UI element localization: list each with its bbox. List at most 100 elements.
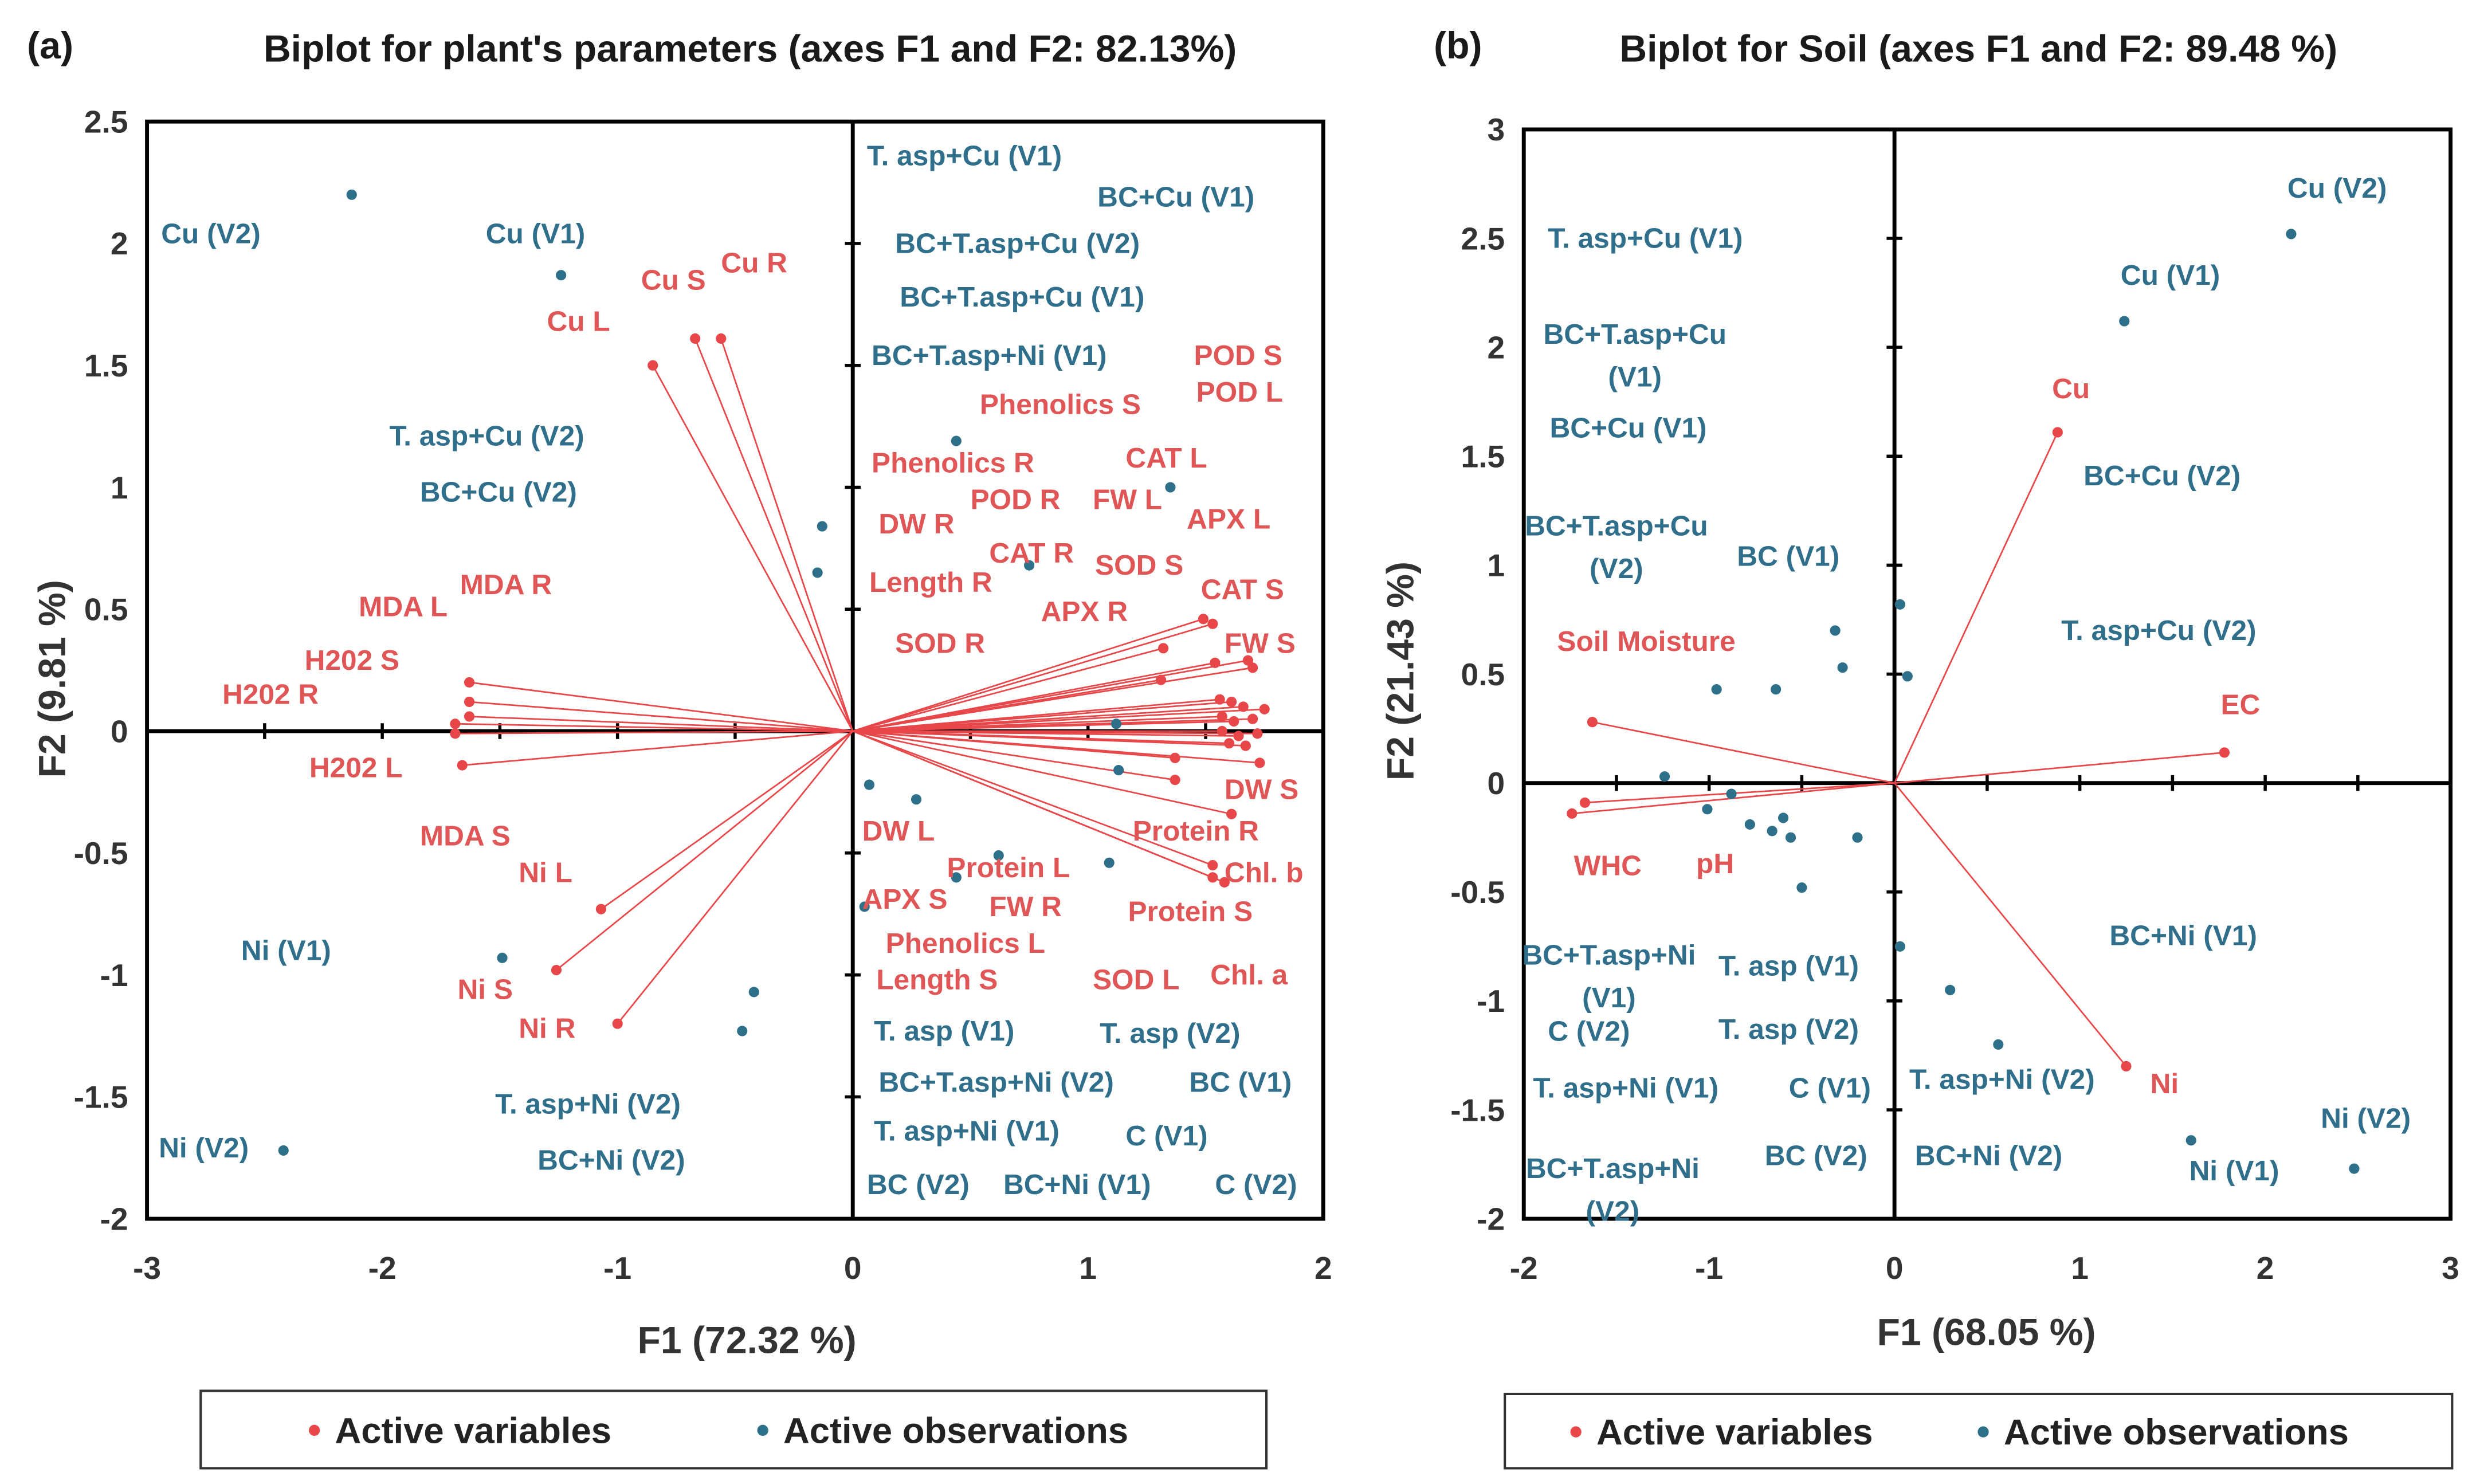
variable-vector [462,730,853,766]
observation-label: T. asp+Cu (V2) [389,420,584,452]
observation-label: Ni (V2) [159,1132,249,1164]
label-line: BC+T.asp+Ni [1526,1152,1700,1184]
y-axis-label-a: F2 (9.81 %) [31,580,73,778]
observation-point [556,270,567,281]
observation-label: T. asp (V1) [1718,950,1859,982]
y-tick-label: -2 [100,1201,128,1236]
variable-label: FW L [1093,483,1162,515]
observation-label: T. asp+Cu (V1) [1548,222,1743,254]
variable-label: POD L [1196,376,1284,408]
y-tick-label: 2 [1488,329,1505,365]
plot-area-a [145,119,1325,1221]
legend-observations-label: Active observations [2004,1412,2349,1452]
variable-label: MDA R [460,568,552,600]
observation-label: BC+Cu (V1) [1097,181,1254,213]
legend-variables-label: Active variables [335,1411,611,1451]
variable-label: Phenolics S [980,388,1141,420]
observation-point [1113,765,1124,776]
observation-label: Cu (V1) [2121,259,2220,291]
observation-label: C (V1) [1125,1120,1207,1152]
observation-point [1659,771,1670,782]
variable-vector [1592,721,1895,784]
observation-label: T. asp+Cu (V2) [2061,614,2256,646]
observation-point [1894,599,1905,610]
observation-label: BC+T.asp+Ni (V2) [878,1066,1114,1098]
variable-point [1579,797,1591,808]
variable-vector [1893,431,2059,784]
observation-point [951,435,962,446]
label-line: (V1) [1582,982,1636,1014]
variable-point [1207,872,1218,883]
variable-point [2121,1061,2132,1072]
observation-point [2349,1163,2360,1174]
variable-point [648,360,658,371]
variable-point [1252,728,1263,739]
variable-point [1238,701,1249,712]
variable-label: DW R [878,508,954,540]
observation-label: Cu (V1) [486,217,586,249]
x-axis-label-b: F1 (68.05 %) [1877,1312,2096,1354]
variable-point [1217,711,1227,722]
variable-point [1233,731,1244,741]
variable-point [1170,752,1180,763]
variable-vector [556,730,854,971]
legend-observations-label: Active observations [783,1411,1128,1451]
observation-point [993,850,1004,861]
observation-point [1945,984,1956,995]
legend-a [199,1389,1268,1470]
variable-point [1229,716,1239,727]
observation-label: BC+T.asp+Ni (V2) [1526,1152,1700,1227]
legend-observation-marker [757,1424,768,1436]
variable-label: SOD S [1095,549,1183,581]
variable-label: Protein R [1133,815,1259,847]
observation-point [748,987,759,998]
variable-label: DW S [1225,774,1298,806]
observation-label: BC+Cu (V2) [2083,460,2240,492]
legend-variable-marker [308,1424,320,1436]
observation-point [1104,857,1115,868]
panel-b: (b) Biplot for Soil (axes F1 and F2: 89.… [1379,25,2459,1470]
panel-a-letter: (a) [27,25,73,67]
variable-label: MDA S [420,820,511,852]
plot-marks-a: -3 -2 -1 0 1 2-2-1.5-1-0.500.511.522.5Cu (V2)… [74,104,1332,1285]
variable-point [1247,713,1258,724]
variable-vector [852,618,1204,732]
y-tick-label: -2 [1477,1201,1505,1236]
y-tick-label: 3 [1488,112,1505,147]
observation-point [346,189,357,200]
observation-point [2286,229,2297,240]
y-axis-label-b: F2 (21.43 %) [1379,562,1422,780]
variable-label: MDA L [359,591,448,623]
y-tick-label: -0.5 [74,835,128,871]
observation-point [1771,684,1782,695]
panel-b-title: Biplot for Soil (axes F1 and F2: 89.48 %… [1619,28,2337,70]
variable-point [1214,694,1225,705]
observation-label: C (V2) [1548,1015,1630,1047]
variable-label: FW R [989,890,1062,922]
observation-point [817,521,827,532]
variable-vector [1584,782,1895,804]
variable-vector [694,338,854,732]
observation-point [1702,804,1713,815]
variable-point [1254,757,1265,768]
observation-point [859,901,870,912]
observation-label: Ni (V1) [2189,1155,2279,1187]
variable-vector [652,365,854,732]
legend-variables-label: Active variables [1596,1412,1873,1452]
observation-label: T. asp+Ni (V2) [495,1088,681,1120]
variable-vector [469,716,853,732]
y-tick-label: 1.5 [1461,439,1505,474]
observation-label: Cu (V2) [2287,172,2387,204]
variable-point [1567,808,1578,819]
observation-point [1165,482,1176,493]
variable-label: Phenolics L [886,927,1045,959]
variable-vector [852,662,1215,732]
observation-point [1726,788,1737,799]
variable-point [551,964,562,976]
observation-point [1744,819,1755,830]
variable-vector [1894,752,2225,784]
variable-label: Length S [876,964,998,996]
observation-point [1852,832,1863,843]
variable-label: WHC [1574,850,1642,882]
